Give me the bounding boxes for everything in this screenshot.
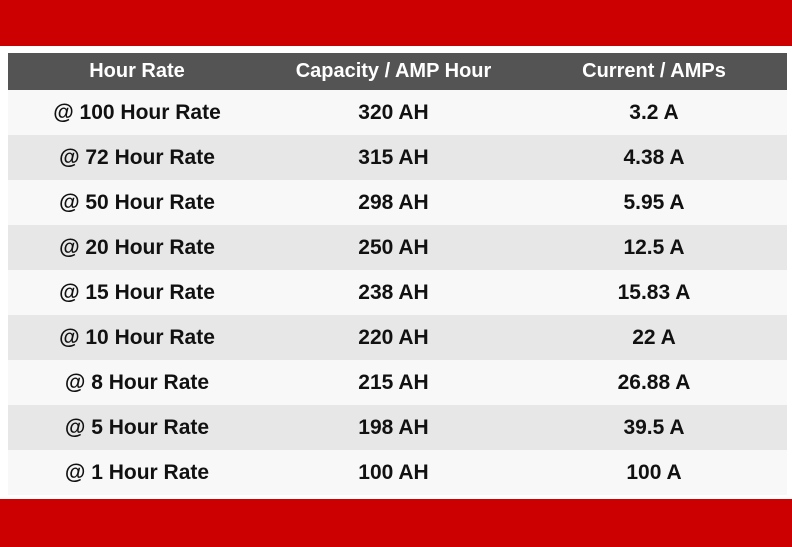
capacity-cell: 315 AH: [358, 145, 429, 169]
header-hour-rate: Hour Rate: [89, 60, 185, 82]
hour-rate-cell: @ 5 Hour Rate: [64, 415, 210, 439]
table-row: @ 72 Hour Rate 315 AH 4.38 A: [8, 135, 787, 180]
top-red-band: [0, 0, 792, 46]
table-row: @ 10 Hour Rate 220 AH 22 A: [8, 315, 787, 360]
table-row: @ 20 Hour Rate 250 AH 12.5 A: [8, 225, 787, 270]
current-cell: 26.88 A: [617, 370, 691, 394]
capacity-cell: 198 AH: [358, 415, 429, 439]
current-cell: 39.5 A: [623, 415, 685, 439]
table-row: @ 15 Hour Rate 238 AH 15.83 A: [8, 270, 787, 315]
current-cell: 22 A: [632, 325, 676, 349]
table-header-row: Hour Rate Capacity / AMP Hour Current / …: [8, 53, 787, 90]
current-cell: 12.5 A: [623, 235, 685, 259]
capacity-cell: 215 AH: [358, 370, 429, 394]
capacity-cell: 220 AH: [358, 325, 429, 349]
bottom-red-band: [0, 499, 792, 547]
table-row: @ 1 Hour Rate 100 AH 100 A: [8, 450, 787, 495]
table-row: @ 50 Hour Rate 298 AH 5.95 A: [8, 180, 787, 225]
table-row: @ 100 Hour Rate 320 AH 3.2 A: [8, 90, 787, 135]
current-cell: 15.83 A: [617, 280, 691, 304]
capacity-cell: 320 AH: [358, 100, 429, 124]
current-cell: 3.2 A: [629, 100, 679, 124]
current-cell: 4.38 A: [623, 145, 685, 169]
header-capacity: Capacity / AMP Hour: [295, 60, 492, 82]
hour-rate-cell: @ 1 Hour Rate: [64, 460, 210, 484]
hour-rate-cell: @ 10 Hour Rate: [59, 325, 215, 349]
rate-table-container: Hour Rate Capacity / AMP Hour Current / …: [8, 53, 787, 495]
capacity-cell: 100 AH: [358, 460, 429, 484]
table-row: @ 5 Hour Rate 198 AH 39.5 A: [8, 405, 787, 450]
table-row: @ 8 Hour Rate 215 AH 26.88 A: [8, 360, 787, 405]
hour-rate-cell: @ 15 Hour Rate: [59, 280, 215, 304]
hour-rate-cell: @ 72 Hour Rate: [59, 145, 215, 169]
battery-rate-table: Hour Rate Capacity / AMP Hour Current / …: [8, 53, 787, 495]
hour-rate-cell: @ 20 Hour Rate: [59, 235, 215, 259]
current-cell: 5.95 A: [623, 190, 685, 214]
capacity-cell: 238 AH: [358, 280, 429, 304]
capacity-cell: 298 AH: [358, 190, 429, 214]
hour-rate-cell: @ 8 Hour Rate: [64, 370, 210, 394]
current-cell: 100 A: [626, 460, 682, 484]
hour-rate-cell: @ 100 Hour Rate: [53, 100, 221, 124]
capacity-cell: 250 AH: [358, 235, 429, 259]
header-current: Current / AMPs: [582, 60, 726, 82]
hour-rate-cell: @ 50 Hour Rate: [59, 190, 215, 214]
